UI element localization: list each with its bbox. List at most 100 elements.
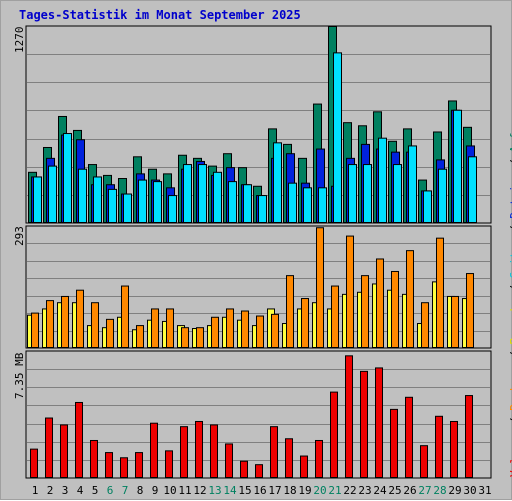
day-label: 5 xyxy=(92,484,99,497)
seiten-bar xyxy=(213,171,222,223)
day-label: 2 xyxy=(47,484,54,497)
day-label: 13 xyxy=(208,484,221,497)
day-label: 16 xyxy=(253,484,266,497)
seiten-bar xyxy=(78,168,87,224)
seiten-bar xyxy=(63,133,72,223)
seiten-bar xyxy=(198,164,207,223)
seiten-bar xyxy=(393,164,402,223)
day-label: 30 xyxy=(463,484,476,497)
volumen-bar xyxy=(240,460,248,479)
seiten-bar xyxy=(363,164,372,223)
volumen-bar xyxy=(45,417,53,478)
volumen-bar xyxy=(345,355,353,479)
rechner-bar xyxy=(466,273,474,349)
volumen-bar xyxy=(255,464,263,479)
day-label: 1 xyxy=(32,484,39,497)
volumen-bar xyxy=(210,424,218,478)
rechner-bar xyxy=(316,227,324,348)
rechner-bar xyxy=(226,308,234,349)
day-label: 23 xyxy=(358,484,371,497)
volumen-bar xyxy=(75,401,83,478)
volumen-bar xyxy=(405,396,413,479)
volumen-bar xyxy=(315,439,323,478)
volumen-bar xyxy=(435,415,443,479)
rechner-bar xyxy=(301,298,309,348)
day-label: 17 xyxy=(268,484,281,497)
day-label: 3 xyxy=(62,484,69,497)
volumen-bar xyxy=(195,420,203,478)
volumen-bar xyxy=(60,424,68,478)
rechner-bar xyxy=(121,285,129,348)
rechner-bar xyxy=(31,312,39,349)
day-label: 25 xyxy=(388,484,401,497)
seiten-bar xyxy=(228,181,237,223)
seiten-bar xyxy=(243,184,252,223)
rechner-bar xyxy=(451,295,459,348)
day-label: 19 xyxy=(298,484,311,497)
seiten-bar xyxy=(153,181,162,223)
seiten-bar xyxy=(168,195,177,223)
rechner-bar xyxy=(286,275,294,349)
seiten-bar xyxy=(108,188,117,223)
rechner-bar xyxy=(346,235,354,349)
volumen-bar xyxy=(390,408,398,479)
day-label: 11 xyxy=(178,484,191,497)
day-label: 29 xyxy=(448,484,461,497)
rechner-bar xyxy=(76,289,84,348)
rechner-bar xyxy=(106,318,114,348)
day-label: 12 xyxy=(193,484,206,497)
rechner-bar xyxy=(91,302,99,348)
seiten-bar xyxy=(333,52,342,224)
day-label: 4 xyxy=(77,484,84,497)
rechner-bar xyxy=(211,316,219,348)
rechner-bar xyxy=(61,295,69,348)
volumen-bar xyxy=(270,426,278,479)
rechner-bar xyxy=(271,313,279,349)
day-label: 7 xyxy=(122,484,129,497)
seiten-bar xyxy=(123,193,132,223)
seiten-bar xyxy=(93,176,102,224)
day-label: 14 xyxy=(223,484,237,497)
volumen-bar xyxy=(375,367,383,479)
chart-title: Tages-Statistik im Monat September 2025 xyxy=(19,8,301,22)
day-label: 6 xyxy=(107,484,114,497)
seiten-bar xyxy=(378,137,387,224)
seiten-bar xyxy=(258,195,267,223)
volumen-bar xyxy=(30,448,38,479)
rechner-bar xyxy=(136,325,144,348)
seiten-bar xyxy=(348,164,357,223)
seiten-bar xyxy=(183,164,192,223)
volumen-bar xyxy=(360,370,368,479)
rechner-bar xyxy=(421,302,429,348)
rechner-bar xyxy=(166,308,174,349)
volumen-bar xyxy=(330,391,338,478)
volumen-bar xyxy=(450,420,458,478)
rechner-bar xyxy=(151,308,159,349)
volumen-bar xyxy=(285,438,293,479)
volumen-bar xyxy=(420,445,428,479)
rechner-bar xyxy=(361,275,369,349)
volumen-bar xyxy=(165,450,173,478)
volumen-bar xyxy=(150,422,158,479)
day-label: 10 xyxy=(163,484,176,497)
volumen-bar xyxy=(225,443,233,478)
rechner-bar xyxy=(46,300,54,348)
rechner-bar xyxy=(181,327,189,348)
day-label: 8 xyxy=(137,484,144,497)
volumen-bar xyxy=(180,426,188,479)
volumen-bar xyxy=(465,395,473,478)
day-label: 28 xyxy=(433,484,446,497)
volumen-bar xyxy=(90,439,98,478)
rechner-bar xyxy=(406,250,414,349)
seiten-bar xyxy=(453,109,462,223)
day-label: 15 xyxy=(238,484,251,497)
day-label: 31 xyxy=(478,484,491,497)
seiten-bar xyxy=(33,176,42,224)
volumen-bar xyxy=(105,452,113,479)
seiten-bar xyxy=(138,179,147,223)
rechner-bar xyxy=(256,315,264,349)
rechner-bar xyxy=(391,270,399,348)
panel-frame xyxy=(25,350,492,479)
seiten-bar xyxy=(273,142,282,223)
